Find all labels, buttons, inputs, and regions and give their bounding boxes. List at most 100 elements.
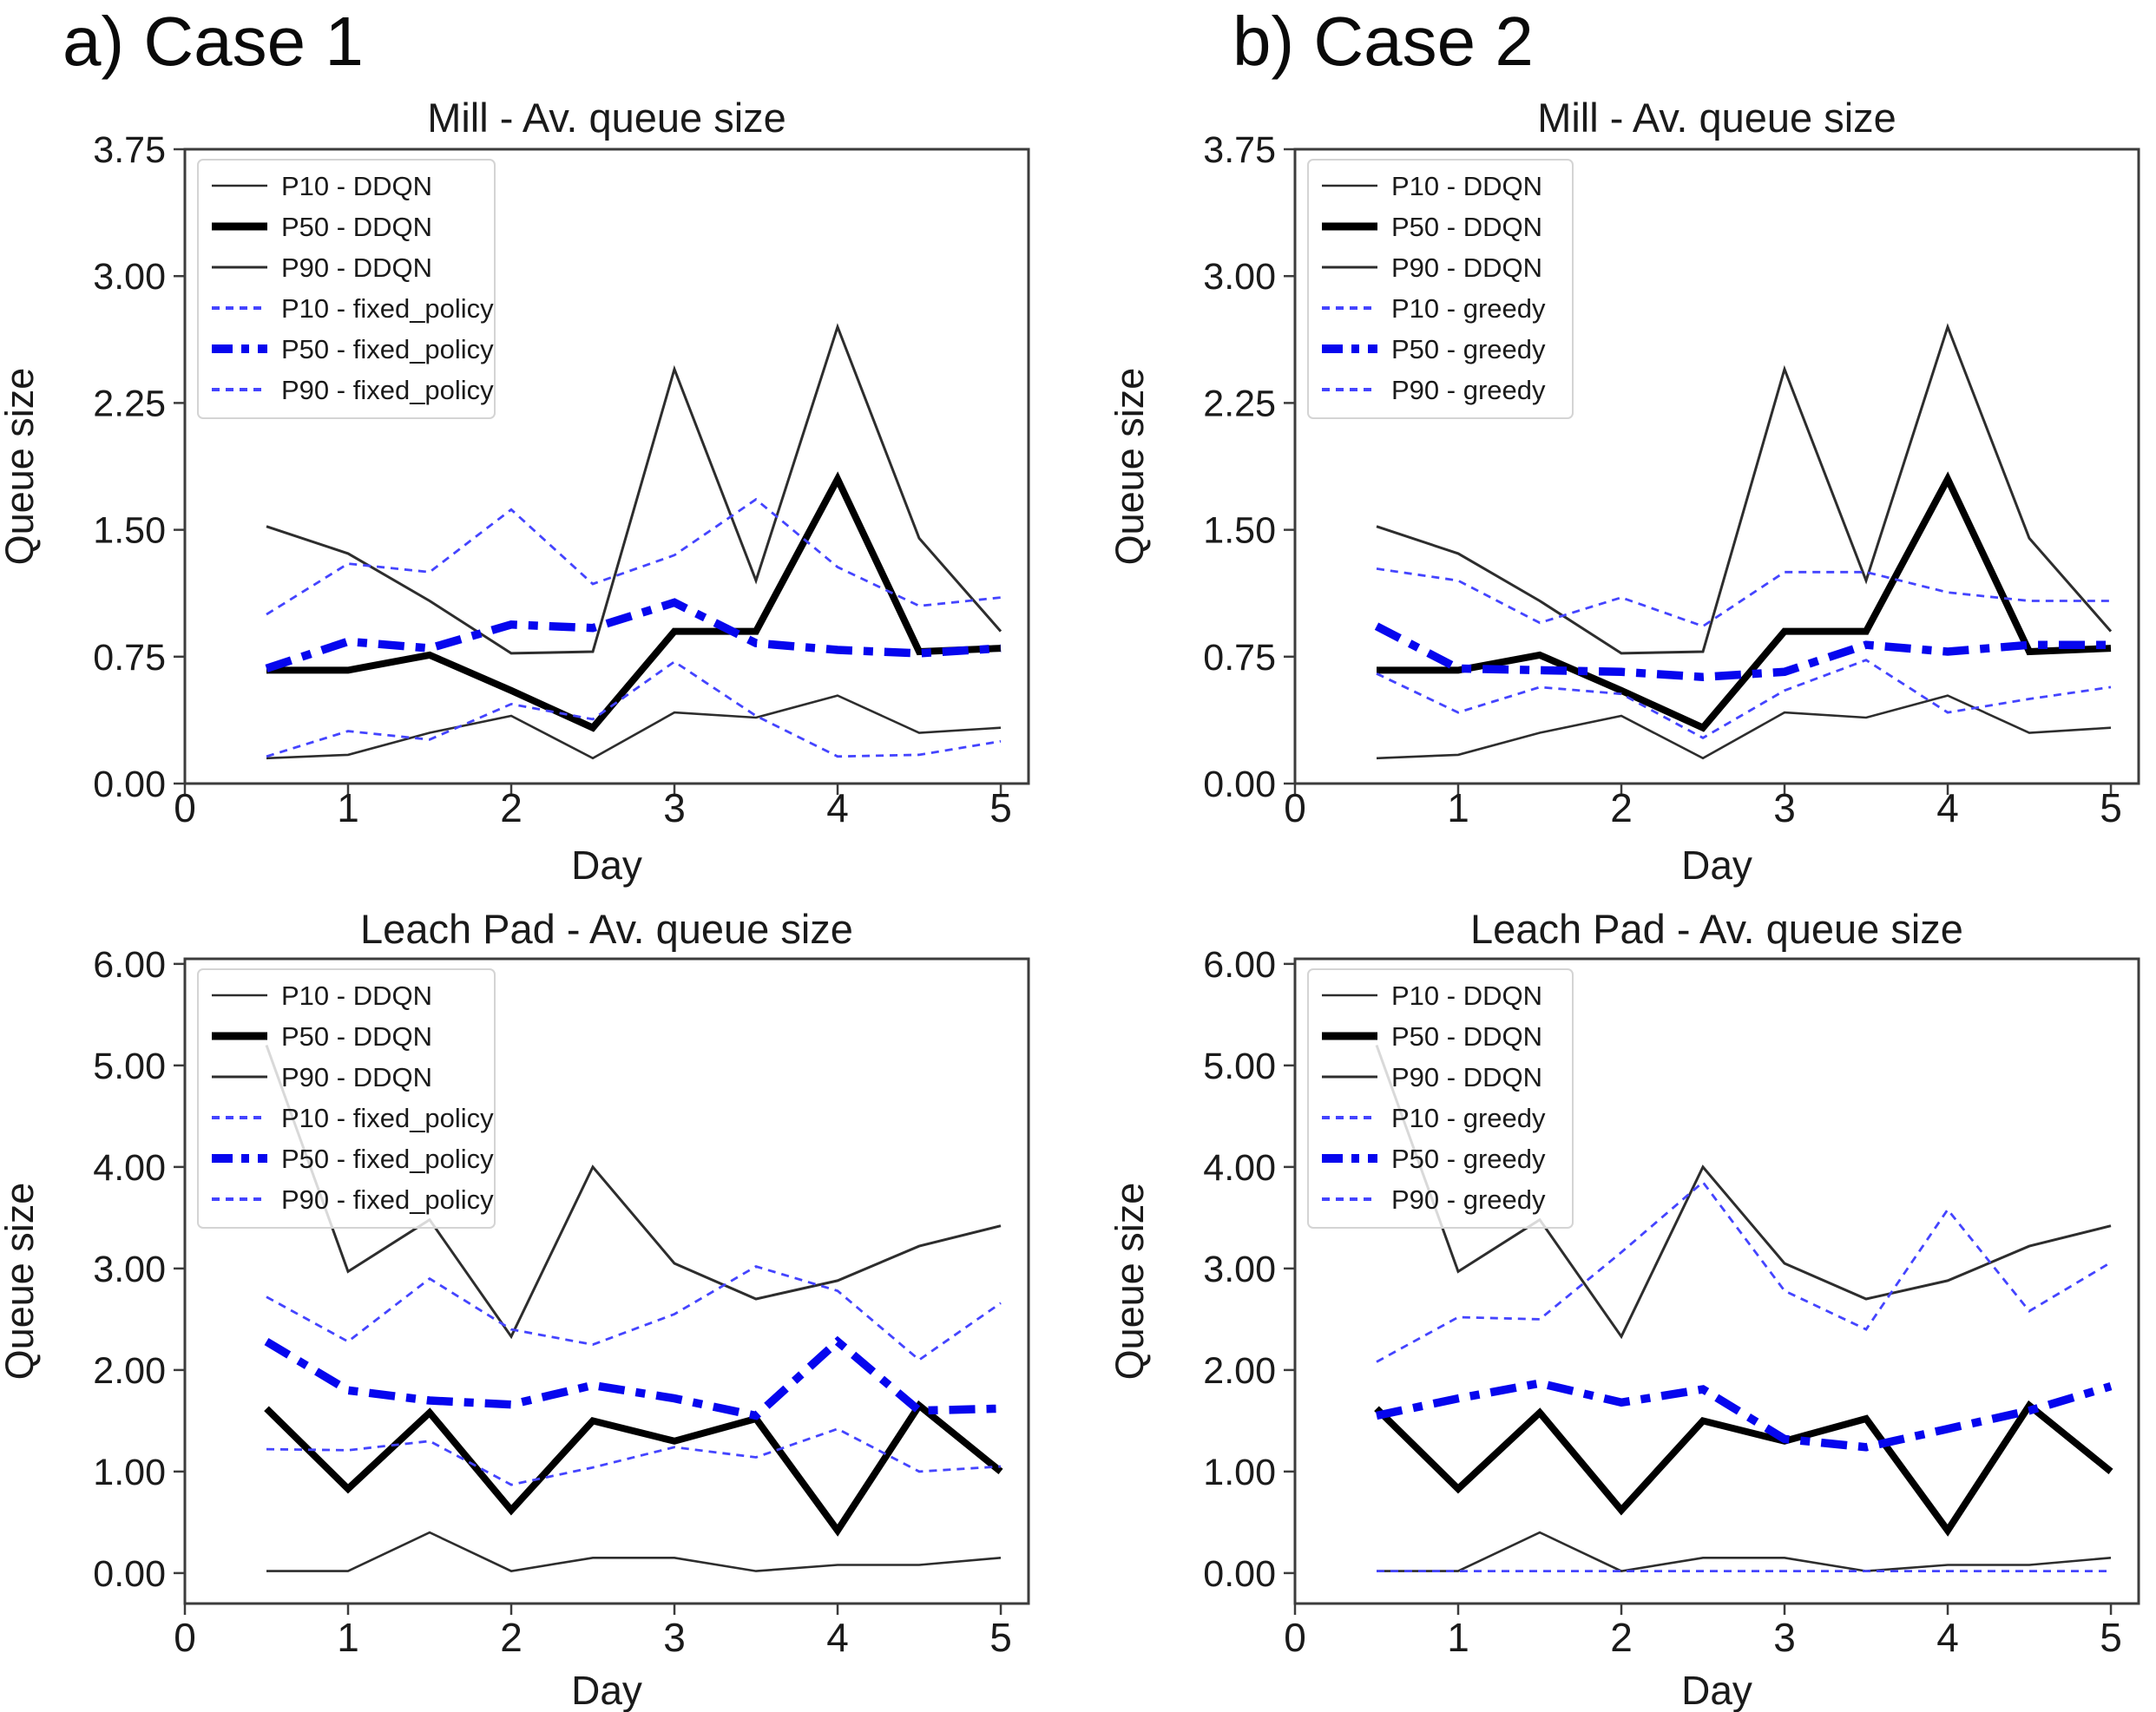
y-tick-label: 1.00 <box>93 1452 166 1493</box>
plot-frame <box>1293 957 2140 1605</box>
y-tick-label: 0.75 <box>1203 637 1276 679</box>
legend-label: P50 - greedy <box>1391 334 1546 364</box>
x-tick-label: 2 <box>500 1615 523 1660</box>
x-tick-label: 5 <box>2100 1615 2122 1660</box>
x-tick-label: 5 <box>2100 785 2122 830</box>
legend-label: P50 - DDQN <box>1391 1021 1542 1052</box>
legend-box <box>197 159 496 419</box>
series-line-p90-fixed-policy <box>266 497 1002 616</box>
heading-case-1: a) Case 1 <box>62 3 364 80</box>
legend-box <box>197 968 496 1229</box>
x-tick-label: 3 <box>1773 1615 1796 1660</box>
y-axis-label: Queue size <box>0 368 42 566</box>
legend-label: P50 - DDQN <box>281 212 432 242</box>
y-tick-label: 2.25 <box>1203 383 1276 424</box>
legend-label: P90 - greedy <box>1391 1184 1546 1215</box>
series-line-p10-fixed-policy <box>266 1427 1002 1486</box>
legend-label: P10 - fixed_policy <box>281 1103 494 1133</box>
y-tick-label: 5.00 <box>93 1046 166 1087</box>
legend: P10 - DDQN P50 - DDQN P90 - DDQN P10 - fixe… <box>197 159 496 419</box>
legend-label: P10 - DDQN <box>281 981 432 1011</box>
series-line-p50-greedy <box>1374 622 2111 681</box>
chart-title: Leach Pad - Av. queue size <box>1470 906 1963 952</box>
legend-label: P50 - greedy <box>1391 1144 1546 1174</box>
legend: P10 - DDQN P50 - DDQN P90 - DDQN P10 - gree… <box>1307 968 1574 1229</box>
y-tick-label: 0.75 <box>93 637 166 679</box>
x-tick-label: 1 <box>337 1615 359 1660</box>
series-line-p10-fixed-policy <box>266 659 1002 758</box>
y-tick-label: 6.00 <box>1203 944 1276 986</box>
plot-frame <box>183 957 1030 1605</box>
y-tick-label: 0.00 <box>1203 1553 1276 1595</box>
chart-title: Mill - Av. queue size <box>427 95 786 141</box>
chart-case1-leachpad: 0.00 1.00 2.00 3.00 4.00 5.00 6.00 0 1 2 3 4 5 Leach … <box>0 906 1030 1712</box>
series-line-p90-ddqn <box>1376 323 2113 655</box>
x-axis-label: Day <box>1681 1668 1752 1712</box>
series-line-p90-ddqn <box>265 1044 1002 1340</box>
legend-label: P90 - fixed_policy <box>281 375 494 405</box>
x-tick-label: 1 <box>1447 785 1469 830</box>
legend-label: P50 - DDQN <box>281 1021 432 1052</box>
plot-frame <box>183 148 1030 785</box>
legend-label: P10 - DDQN <box>1391 171 1542 201</box>
y-tick-label: 0.00 <box>93 1553 166 1595</box>
legend-label: P10 - greedy <box>1391 293 1546 324</box>
legend-label: P90 - DDQN <box>1391 253 1542 283</box>
legend-label: P50 - fixed_policy <box>281 334 494 364</box>
chart-title: Mill - Av. queue size <box>1537 95 1896 141</box>
legend-label: P90 - fixed_policy <box>281 1184 494 1215</box>
chart-case2-leachpad: 0.00 1.00 2.00 3.00 4.00 5.00 6.00 0 1 2 3 4 5 Leach … <box>1108 906 2140 1712</box>
x-tick-label: 4 <box>826 1615 849 1660</box>
series-line-p10-greedy <box>1376 659 2112 740</box>
legend-label: P90 - DDQN <box>1391 1062 1542 1092</box>
legend-label: P50 - fixed_policy <box>281 1144 494 1174</box>
y-tick-label: 3.00 <box>93 256 166 298</box>
legend: P10 - DDQN P50 - DDQN P90 - DDQN P10 - gree… <box>1307 159 1574 419</box>
x-tick-label: 4 <box>1936 785 1959 830</box>
y-tick-label: 2.00 <box>1203 1350 1276 1392</box>
chart-title: Leach Pad - Av. queue size <box>360 906 853 952</box>
series-line-p50-fixed-policy <box>265 598 1002 672</box>
chart-case2-mill: 0.00 0.75 1.50 2.25 3.00 3.75 0 1 2 3 4 5 Mill - Av.… <box>1108 95 2140 888</box>
x-tick-label: 0 <box>174 1615 196 1660</box>
legend-label: P10 - DDQN <box>1391 981 1542 1011</box>
x-tick-label: 0 <box>174 785 196 830</box>
series-line-p10-ddqn <box>1377 1531 2112 1572</box>
series-line-p50-ddqn <box>266 471 1002 732</box>
y-tick-label: 1.00 <box>1203 1452 1276 1493</box>
y-axis-label: Queue size <box>1108 1183 1152 1381</box>
legend-label: P90 - DDQN <box>281 253 432 283</box>
x-tick-label: 4 <box>826 785 849 830</box>
x-tick-label: 5 <box>989 1615 1012 1660</box>
series-line-p10-ddqn <box>266 1531 1002 1572</box>
series-line-p90-ddqn <box>266 323 1002 655</box>
series-line-p90-fixed-policy <box>266 1264 1002 1361</box>
y-axis-label: Queue size <box>1108 368 1152 566</box>
y-tick-label: 2.25 <box>93 383 166 424</box>
y-tick-label: 3.00 <box>1203 256 1276 298</box>
legend-label: P90 - greedy <box>1391 375 1546 405</box>
series-line-p10-ddqn <box>266 694 1002 760</box>
legend-label: P10 - DDQN <box>281 171 432 201</box>
x-axis-label: Day <box>1681 843 1752 888</box>
y-tick-label: 3.75 <box>93 129 166 171</box>
x-tick-label: 2 <box>1610 1615 1633 1660</box>
series-line-p50-fixed-policy <box>264 1335 1002 1420</box>
x-tick-label: 0 <box>1284 785 1306 830</box>
x-tick-label: 1 <box>1447 1615 1469 1660</box>
plot-frame <box>1293 148 2140 785</box>
y-tick-label: 3.00 <box>1203 1249 1276 1290</box>
y-tick-label: 0.00 <box>93 764 166 805</box>
legend-label: P10 - greedy <box>1391 1103 1546 1133</box>
x-axis-label: Day <box>571 843 642 888</box>
x-axis-label: Day <box>571 1668 642 1712</box>
x-tick-label: 2 <box>1610 785 1633 830</box>
y-tick-label: 6.00 <box>93 944 166 986</box>
series-line-p90-greedy <box>1376 1180 2112 1363</box>
series-line-p50-ddqn <box>1374 1400 2113 1537</box>
y-axis-label: Queue size <box>0 1183 42 1381</box>
series-line-p10-ddqn <box>1376 694 2112 760</box>
x-tick-label: 3 <box>663 1615 686 1660</box>
x-tick-label: 3 <box>663 785 686 830</box>
